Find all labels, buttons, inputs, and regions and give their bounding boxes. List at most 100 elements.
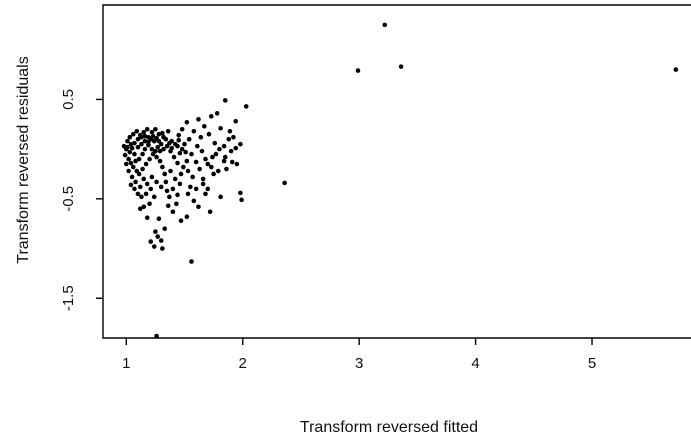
data-point [125, 138, 130, 144]
data-point [136, 171, 142, 177]
data-point [234, 161, 240, 167]
data-point [179, 126, 185, 132]
data-point [147, 201, 152, 207]
y-axis: -1.5 -0.5 0.5 [60, 89, 103, 311]
data-point [182, 141, 187, 147]
data-point [215, 168, 221, 174]
data-point [222, 154, 228, 160]
data-point [233, 119, 239, 124]
data-point [221, 158, 227, 164]
data-point [147, 156, 152, 162]
data-point [206, 131, 212, 137]
data-point [282, 180, 287, 186]
data-point [123, 161, 129, 167]
data-point [146, 139, 151, 145]
data-point [160, 246, 165, 251]
data-point [175, 192, 180, 198]
data-point [189, 259, 194, 264]
data-point [200, 181, 206, 187]
data-point [177, 150, 183, 156]
data-point [165, 203, 171, 209]
data-point [153, 229, 158, 234]
data-point [148, 186, 154, 192]
data-point [157, 158, 163, 164]
data-point [140, 151, 145, 157]
data-point [149, 146, 155, 152]
data-point [174, 201, 179, 207]
data-point [165, 128, 171, 134]
data-point [163, 179, 169, 185]
data-point [142, 133, 148, 139]
data-point [139, 141, 144, 147]
data-point [195, 143, 200, 149]
data-point [214, 111, 220, 116]
data-point [224, 166, 229, 172]
data-point [172, 176, 178, 182]
data-point [133, 158, 138, 164]
data-point [139, 194, 144, 200]
data-point [133, 179, 138, 185]
data-point [398, 64, 404, 69]
data-point [162, 171, 168, 177]
data-point [228, 148, 234, 154]
data-point [382, 22, 388, 28]
data-point [151, 194, 157, 200]
data-point [126, 156, 131, 162]
data-point [201, 123, 207, 129]
data-point [186, 136, 192, 142]
data-point [190, 174, 195, 180]
data-point [200, 176, 206, 182]
data-point [135, 136, 141, 142]
data-point [155, 234, 161, 239]
data-point [218, 194, 223, 200]
data-point [135, 144, 141, 150]
data-point [188, 184, 193, 190]
data-point [134, 128, 140, 134]
data-points [121, 22, 679, 339]
x-axis: 1 2 3 4 5 [122, 338, 596, 372]
data-point [218, 125, 223, 131]
x-tick-label: 5 [588, 355, 596, 372]
data-point [193, 186, 199, 192]
data-point [142, 146, 148, 152]
data-point [141, 176, 147, 182]
data-point [127, 149, 133, 155]
x-axis-label: Transform reversed fitted [300, 419, 478, 436]
data-point [128, 160, 134, 166]
data-point [154, 154, 159, 160]
data-point [130, 164, 136, 170]
data-point [149, 174, 155, 180]
data-point [128, 182, 134, 188]
data-point [130, 131, 136, 137]
data-point [196, 117, 201, 122]
data-point [153, 148, 158, 154]
plot-frame [102, 4, 691, 339]
data-point [233, 145, 239, 151]
data-point [199, 148, 205, 154]
data-point [211, 171, 216, 177]
data-point [221, 143, 227, 149]
data-point [226, 136, 232, 142]
data-point [144, 126, 150, 132]
data-point [184, 214, 190, 220]
data-point [178, 218, 184, 224]
data-point [129, 174, 135, 180]
data-point [163, 136, 169, 142]
data-point [141, 204, 147, 210]
x-tick-label: 1 [122, 355, 130, 372]
data-point [185, 168, 191, 174]
data-point [203, 156, 208, 162]
data-point [208, 164, 214, 170]
data-point [137, 206, 143, 212]
data-point [183, 149, 188, 155]
data-point [132, 186, 137, 192]
data-point [212, 140, 218, 146]
data-point [148, 239, 154, 244]
data-point [157, 148, 163, 154]
data-point [156, 138, 162, 144]
data-point [158, 184, 164, 190]
data-point [156, 131, 162, 137]
x-tick-label: 3 [355, 355, 363, 372]
data-point [143, 191, 149, 197]
